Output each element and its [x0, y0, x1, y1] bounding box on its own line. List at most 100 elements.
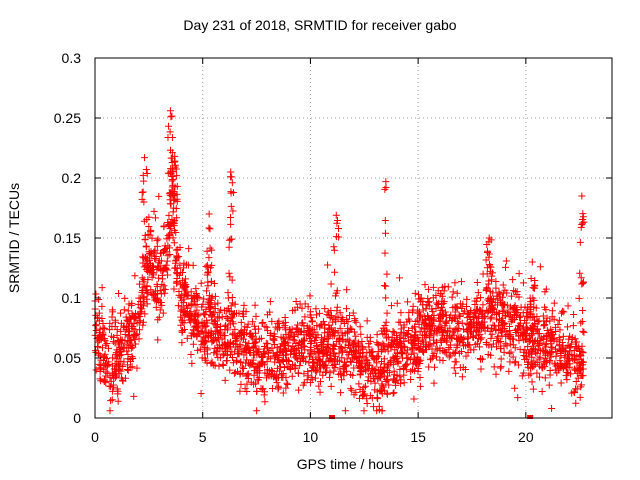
data-point: [292, 297, 300, 305]
data-point: [141, 154, 149, 162]
data-point: [171, 163, 179, 171]
data-point: [251, 342, 259, 350]
data-point: [533, 369, 541, 377]
data-point: [414, 364, 422, 372]
data-point: [101, 350, 109, 358]
data-point: [380, 360, 388, 368]
data-point: [166, 225, 174, 233]
data-point: [113, 346, 121, 354]
data-point: [430, 379, 438, 387]
data-point: [283, 357, 291, 365]
data-point: [92, 322, 100, 330]
data-point: [366, 333, 374, 341]
data-point: [138, 188, 146, 196]
data-point: [158, 301, 166, 309]
data-point: [420, 348, 428, 356]
data-point: [507, 318, 515, 326]
data-point: [514, 322, 522, 330]
data-point: [503, 309, 511, 317]
data-point: [324, 261, 332, 269]
data-point: [164, 252, 172, 260]
data-point: [330, 246, 338, 254]
data-point: [277, 343, 285, 351]
data-point: [407, 367, 415, 375]
data-point: [143, 288, 151, 296]
data-point: [390, 367, 398, 375]
data-point: [148, 234, 156, 242]
data-point: [128, 299, 136, 307]
data-point: [243, 329, 251, 337]
data-point: [490, 305, 498, 313]
data-point: [202, 305, 210, 313]
data-point: [222, 313, 230, 321]
data-point: [248, 334, 256, 342]
data-point: [331, 292, 339, 300]
data-point: [95, 333, 103, 341]
data-point: [373, 359, 381, 367]
data-point: [439, 357, 447, 365]
data-point: [528, 363, 536, 371]
data-point: [485, 250, 493, 258]
data-point: [421, 281, 429, 289]
data-point: [279, 370, 287, 378]
data-point: [198, 303, 206, 311]
data-point: [125, 333, 133, 341]
data-point: [451, 279, 459, 287]
data-point: [229, 320, 237, 328]
data-point: [415, 308, 423, 316]
data-point: [445, 345, 453, 353]
data-point: [150, 291, 158, 299]
data-point: [189, 340, 197, 348]
data-point: [139, 321, 147, 329]
data-point: [500, 348, 508, 356]
data-point: [212, 317, 220, 325]
data-point: [427, 327, 435, 335]
data-point: [171, 152, 179, 160]
x-tick-label: 10: [303, 429, 319, 445]
data-point: [245, 347, 253, 355]
data-point: [476, 343, 484, 351]
data-point: [498, 321, 506, 329]
data-point: [379, 340, 387, 348]
data-point: [281, 338, 289, 346]
data-point: [580, 328, 588, 336]
data-point: [335, 233, 343, 241]
data-point: [194, 293, 202, 301]
data-point: [283, 379, 291, 387]
data-point: [251, 363, 259, 371]
data-point: [414, 291, 422, 299]
data-point: [400, 379, 408, 387]
data-point: [277, 363, 285, 371]
data-point: [139, 253, 147, 261]
data-point: [187, 350, 195, 358]
data-point: [142, 165, 150, 173]
data-point: [197, 390, 205, 398]
data-point: [92, 290, 100, 298]
data-point: [219, 361, 227, 369]
data-point: [145, 223, 153, 231]
data-point: [520, 369, 528, 377]
data-point: [535, 317, 543, 325]
data-point: [416, 314, 424, 322]
data-point: [511, 302, 519, 310]
data-point: [140, 198, 148, 206]
data-point: [305, 353, 313, 361]
data-point: [318, 334, 326, 342]
data-point: [229, 310, 237, 318]
data-point: [348, 386, 356, 394]
data-point: [418, 324, 426, 332]
data-point: [557, 346, 565, 354]
data-point: [352, 332, 360, 340]
data-point: [486, 267, 494, 275]
data-point: [270, 330, 278, 338]
data-point: [416, 382, 424, 390]
data-point: [168, 133, 176, 141]
data-point: [259, 358, 267, 366]
data-point: [465, 324, 473, 332]
data-point: [445, 353, 453, 361]
data-point: [182, 282, 190, 290]
data-point: [384, 333, 392, 341]
data-point: [460, 335, 468, 343]
data-point: [562, 348, 570, 356]
data-point: [430, 339, 438, 347]
